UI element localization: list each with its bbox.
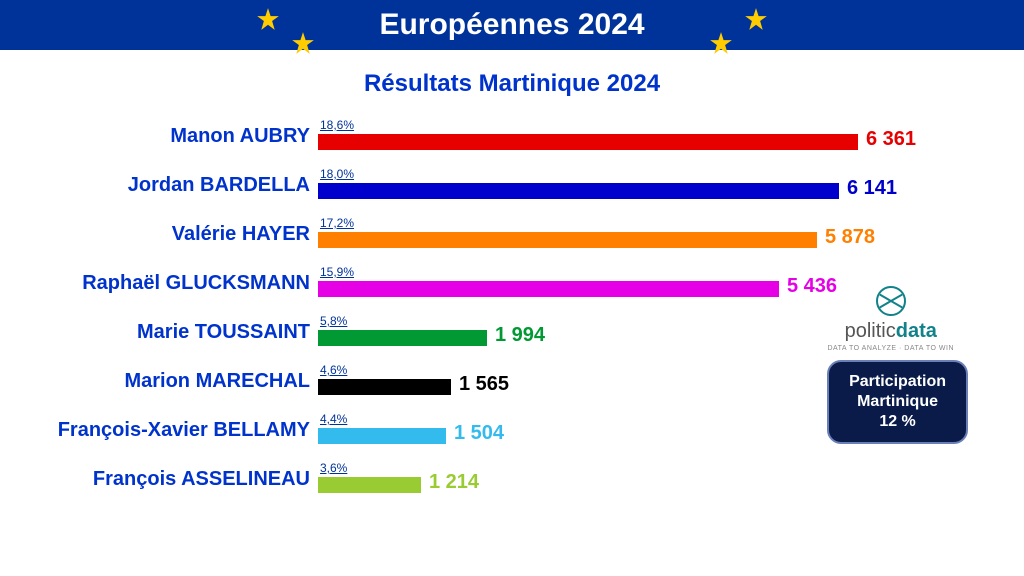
- participation-line1: Participation: [849, 372, 946, 392]
- bar-wrap: 18,0%6 141: [318, 161, 878, 210]
- subtitle: Résultats Martinique 2024: [0, 70, 1024, 98]
- bar: [318, 428, 446, 444]
- star-icon: [290, 30, 316, 56]
- star-icon: [743, 6, 769, 32]
- bar: [318, 232, 817, 248]
- bar-wrap: 15,9%5 436: [318, 259, 878, 308]
- star-icon: [255, 6, 281, 32]
- candidate-label: François-Xavier BELLAMY: [0, 419, 310, 442]
- chart-row: François ASSELINEAU 3,6% 1 214: [0, 455, 994, 504]
- value-label: 5 878: [825, 226, 875, 249]
- value-label: 1 504: [454, 422, 504, 445]
- value-label: 1 565: [459, 373, 509, 396]
- bar: [318, 330, 487, 346]
- chart-row: Jordan BARDELLA18,0%6 141: [0, 161, 994, 210]
- percent-label: 18,0%: [320, 167, 354, 181]
- bar: [318, 477, 421, 493]
- percent-label: 18,6%: [320, 118, 354, 132]
- globe-icon: [876, 286, 906, 316]
- bar-wrap: 17,2% 5 878: [318, 210, 878, 259]
- header-banner: Européennes 2024: [0, 0, 1024, 50]
- percent-label: 15,9%: [320, 265, 354, 279]
- bar: [318, 134, 858, 150]
- star-icon: [708, 30, 734, 56]
- candidate-label: Raphaël GLUCKSMANN: [0, 272, 310, 295]
- logo-text: politicdata: [827, 320, 954, 343]
- bar: [318, 379, 451, 395]
- percent-label: 17,2%: [320, 216, 354, 230]
- candidate-label: François ASSELINEAU: [0, 468, 310, 491]
- percent-label: 4,6%: [320, 363, 347, 377]
- candidate-label: Manon AUBRY: [0, 125, 310, 148]
- bar-wrap: 4,4% 1 504: [318, 406, 878, 455]
- bar: [318, 281, 779, 297]
- value-label: 1 994: [495, 324, 545, 347]
- value-label: 6 141: [847, 177, 897, 200]
- participation-line3: 12 %: [849, 412, 946, 432]
- chart-row: Manon AUBRY18,6%6 361: [0, 112, 994, 161]
- bar-wrap: 3,6% 1 214: [318, 455, 878, 504]
- bar-wrap: 4,6% 1 565: [318, 357, 878, 406]
- bar: [318, 183, 839, 199]
- participation-box: Participation Martinique 12 %: [827, 360, 968, 444]
- logo-subtext: DATA TO ANALYZE · DATA TO WIN: [827, 345, 954, 352]
- candidate-label: Valérie HAYER: [0, 223, 310, 246]
- percent-label: 4,4%: [320, 412, 347, 426]
- value-label: 6 361: [866, 128, 916, 151]
- candidate-label: Marion MARECHAL: [0, 370, 310, 393]
- bar-wrap: 18,6%6 361: [318, 112, 878, 161]
- chart-row: Valérie HAYER 17,2% 5 878: [0, 210, 994, 259]
- candidate-label: Jordan BARDELLA: [0, 174, 310, 197]
- participation-line2: Martinique: [849, 392, 946, 412]
- header-title: Européennes 2024: [379, 8, 644, 42]
- value-label: 1 214: [429, 471, 479, 494]
- percent-label: 3,6%: [320, 461, 347, 475]
- percent-label: 5,8%: [320, 314, 347, 328]
- brand-logo: politicdata DATA TO ANALYZE · DATA TO WI…: [827, 286, 954, 352]
- candidate-label: Marie TOUSSAINT: [0, 321, 310, 344]
- bar-wrap: 5,8% 1 994: [318, 308, 878, 357]
